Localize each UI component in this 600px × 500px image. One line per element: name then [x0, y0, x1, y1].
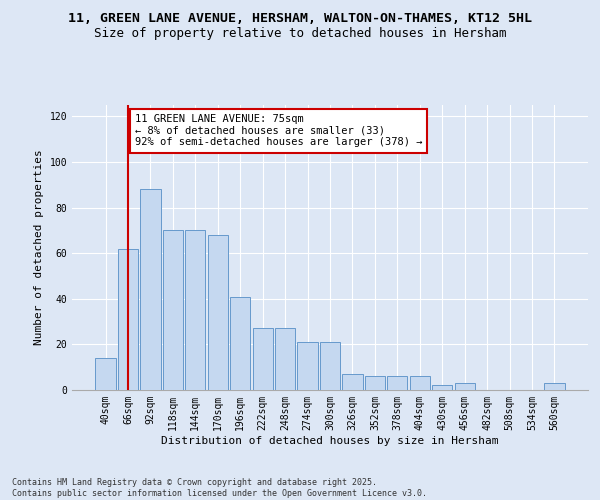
Text: Size of property relative to detached houses in Hersham: Size of property relative to detached ho… [94, 28, 506, 40]
X-axis label: Distribution of detached houses by size in Hersham: Distribution of detached houses by size … [161, 436, 499, 446]
Bar [118, 248, 138, 390]
Bar [455, 383, 475, 390]
Text: 11 GREEN LANE AVENUE: 75sqm
← 8% of detached houses are smaller (33)
92% of semi: 11 GREEN LANE AVENUE: 75sqm ← 8% of deta… [135, 114, 422, 148]
Bar [387, 376, 407, 390]
Bar [365, 376, 385, 390]
Bar [208, 235, 228, 390]
Bar [230, 296, 250, 390]
Bar [343, 374, 362, 390]
Text: Contains HM Land Registry data © Crown copyright and database right 2025.
Contai: Contains HM Land Registry data © Crown c… [12, 478, 427, 498]
Y-axis label: Number of detached properties: Number of detached properties [34, 150, 44, 346]
Bar [410, 376, 430, 390]
Bar [163, 230, 183, 390]
Bar [253, 328, 273, 390]
Bar [544, 383, 565, 390]
Bar [432, 386, 452, 390]
Bar [140, 190, 161, 390]
Text: 11, GREEN LANE AVENUE, HERSHAM, WALTON-ON-THAMES, KT12 5HL: 11, GREEN LANE AVENUE, HERSHAM, WALTON-O… [68, 12, 532, 26]
Bar [298, 342, 317, 390]
Bar [185, 230, 205, 390]
Bar [320, 342, 340, 390]
Bar [95, 358, 116, 390]
Bar [275, 328, 295, 390]
